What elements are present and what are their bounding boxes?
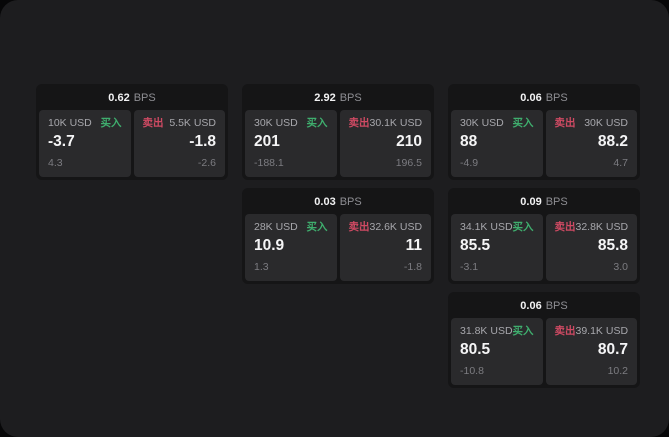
buy-price-value: 10.9: [254, 237, 285, 254]
sell-delta-value: 3.0: [613, 261, 628, 273]
sell-price-value: 85.8: [597, 237, 628, 254]
bps-header: 0.62 BPS: [39, 87, 225, 110]
bps-suffix-label: BPS: [339, 196, 362, 208]
buy-delta-value: -188.1: [254, 157, 284, 169]
sell-price-value: -1.8: [189, 133, 216, 150]
bps-suffix-label: BPS: [545, 300, 568, 312]
buy-sell-row: 31.8K USD 买入 80.5 -10.8 卖出 39.1K USD 80.…: [451, 318, 637, 385]
bps-header: 0.06 BPS: [451, 295, 637, 318]
sell-amount-label: 30.1K USD: [369, 117, 423, 129]
bps-suffix-label: BPS: [545, 196, 568, 208]
sell-delta-value: 196.5: [395, 157, 422, 169]
buy-amount-label: 10K USD: [48, 117, 92, 129]
buy-side-tag: 买入: [512, 117, 534, 129]
buy-amount-label: 28K USD: [254, 221, 298, 233]
sell-quote-card[interactable]: 卖出 5.5K USD -1.8 -2.6: [133, 110, 225, 177]
sell-price-value: 88.2: [597, 133, 628, 150]
buy-price-value: 85.5: [460, 237, 491, 254]
sell-delta-value: -1.8: [403, 261, 422, 273]
bps-suffix-label: BPS: [339, 92, 362, 104]
buy-quote-card[interactable]: 34.1K USD 买入 85.5 -3.1: [451, 214, 543, 281]
buy-quote-card[interactable]: 30K USD 买入 201 -188.1: [245, 110, 337, 177]
sell-quote-card[interactable]: 卖出 32.8K USD 85.8 3.0: [545, 214, 637, 281]
quote-card: 0.09 BPS 34.1K USD 买入 85.5 -3.1 卖出 32.8K…: [448, 188, 640, 284]
buy-price-value: 88: [460, 133, 478, 150]
sell-price-value: 80.7: [597, 341, 628, 358]
sell-price-value: 11: [405, 237, 422, 254]
sell-quote-card[interactable]: 卖出 30K USD 88.2 4.7: [545, 110, 637, 177]
sell-amount-label: 32.8K USD: [575, 221, 629, 233]
sell-side-tag: 卖出: [348, 117, 370, 129]
buy-quote-card[interactable]: 31.8K USD 买入 80.5 -10.8: [451, 318, 543, 385]
buy-amount-label: 30K USD: [254, 117, 298, 129]
sell-amount-label: 30K USD: [584, 117, 628, 129]
bps-value: 0.06: [520, 300, 542, 312]
buy-amount-label: 31.8K USD: [460, 325, 513, 337]
buy-sell-row: 10K USD 买入 -3.7 4.3 卖出 5.5K USD -1.8 -2.…: [39, 110, 225, 177]
bps-suffix-label: BPS: [133, 92, 156, 104]
sell-amount-label: 5.5K USD: [169, 117, 216, 129]
quote-card: 0.06 BPS 31.8K USD 买入 80.5 -10.8 卖出 39.1…: [448, 292, 640, 388]
buy-quote-card[interactable]: 28K USD 买入 10.9 1.3: [245, 214, 337, 281]
bps-header: 0.06 BPS: [451, 87, 637, 110]
quote-card: 2.92 BPS 30K USD 买入 201 -188.1 卖出 30.1K …: [242, 84, 434, 180]
sell-side-tag: 卖出: [348, 221, 370, 233]
buy-delta-value: 4.3: [48, 157, 63, 169]
sell-amount-label: 32.6K USD: [369, 221, 423, 233]
buy-side-tag: 买入: [512, 221, 534, 233]
sell-amount-label: 39.1K USD: [575, 325, 629, 337]
sell-delta-value: -2.6: [197, 157, 216, 169]
sell-side-tag: 卖出: [554, 117, 576, 129]
buy-amount-label: 34.1K USD: [460, 221, 513, 233]
buy-quote-card[interactable]: 30K USD 买入 88 -4.9: [451, 110, 543, 177]
buy-delta-value: -10.8: [460, 365, 484, 377]
quote-card: 0.62 BPS 10K USD 买入 -3.7 4.3 卖出 5.5K USD…: [36, 84, 228, 180]
bps-value: 0.62: [108, 92, 130, 104]
bps-header: 2.92 BPS: [245, 87, 431, 110]
sell-side-tag: 卖出: [554, 325, 576, 337]
buy-side-tag: 买入: [512, 325, 534, 337]
bps-header: 0.03 BPS: [245, 191, 431, 214]
buy-sell-row: 30K USD 买入 201 -188.1 卖出 30.1K USD 210 1…: [245, 110, 431, 177]
quote-card: 0.06 BPS 30K USD 买入 88 -4.9 卖出 30K USD 8…: [448, 84, 640, 180]
bps-value: 0.03: [314, 196, 336, 208]
buy-price-value: -3.7: [48, 133, 75, 150]
quote-card: 0.03 BPS 28K USD 买入 10.9 1.3 卖出 32.6K US…: [242, 188, 434, 284]
bps-value: 0.09: [520, 196, 542, 208]
sell-price-value: 210: [396, 133, 422, 150]
buy-side-tag: 买入: [306, 117, 328, 129]
buy-sell-row: 28K USD 买入 10.9 1.3 卖出 32.6K USD 11 -1.8: [245, 214, 431, 281]
buy-quote-card[interactable]: 10K USD 买入 -3.7 4.3: [39, 110, 131, 177]
buy-sell-row: 30K USD 买入 88 -4.9 卖出 30K USD 88.2 4.7: [451, 110, 637, 177]
buy-price-value: 201: [254, 133, 280, 150]
sell-side-tag: 卖出: [142, 117, 164, 129]
buy-delta-value: -4.9: [460, 157, 479, 169]
sell-side-tag: 卖出: [554, 221, 576, 233]
bps-suffix-label: BPS: [545, 92, 568, 104]
sell-delta-value: 10.2: [607, 365, 628, 377]
buy-sell-row: 34.1K USD 买入 85.5 -3.1 卖出 32.8K USD 85.8…: [451, 214, 637, 281]
bps-value: 0.06: [520, 92, 542, 104]
buy-side-tag: 买入: [100, 117, 122, 129]
sell-delta-value: 4.7: [613, 157, 628, 169]
bps-value: 2.92: [314, 92, 336, 104]
buy-delta-value: -3.1: [460, 261, 479, 273]
bps-header: 0.09 BPS: [451, 191, 637, 214]
buy-price-value: 80.5: [460, 341, 491, 358]
buy-delta-value: 1.3: [254, 261, 269, 273]
buy-side-tag: 买入: [306, 221, 328, 233]
sell-quote-card[interactable]: 卖出 39.1K USD 80.7 10.2: [545, 318, 637, 385]
sell-quote-card[interactable]: 卖出 32.6K USD 11 -1.8: [339, 214, 431, 281]
buy-amount-label: 30K USD: [460, 117, 504, 129]
sell-quote-card[interactable]: 卖出 30.1K USD 210 196.5: [339, 110, 431, 177]
